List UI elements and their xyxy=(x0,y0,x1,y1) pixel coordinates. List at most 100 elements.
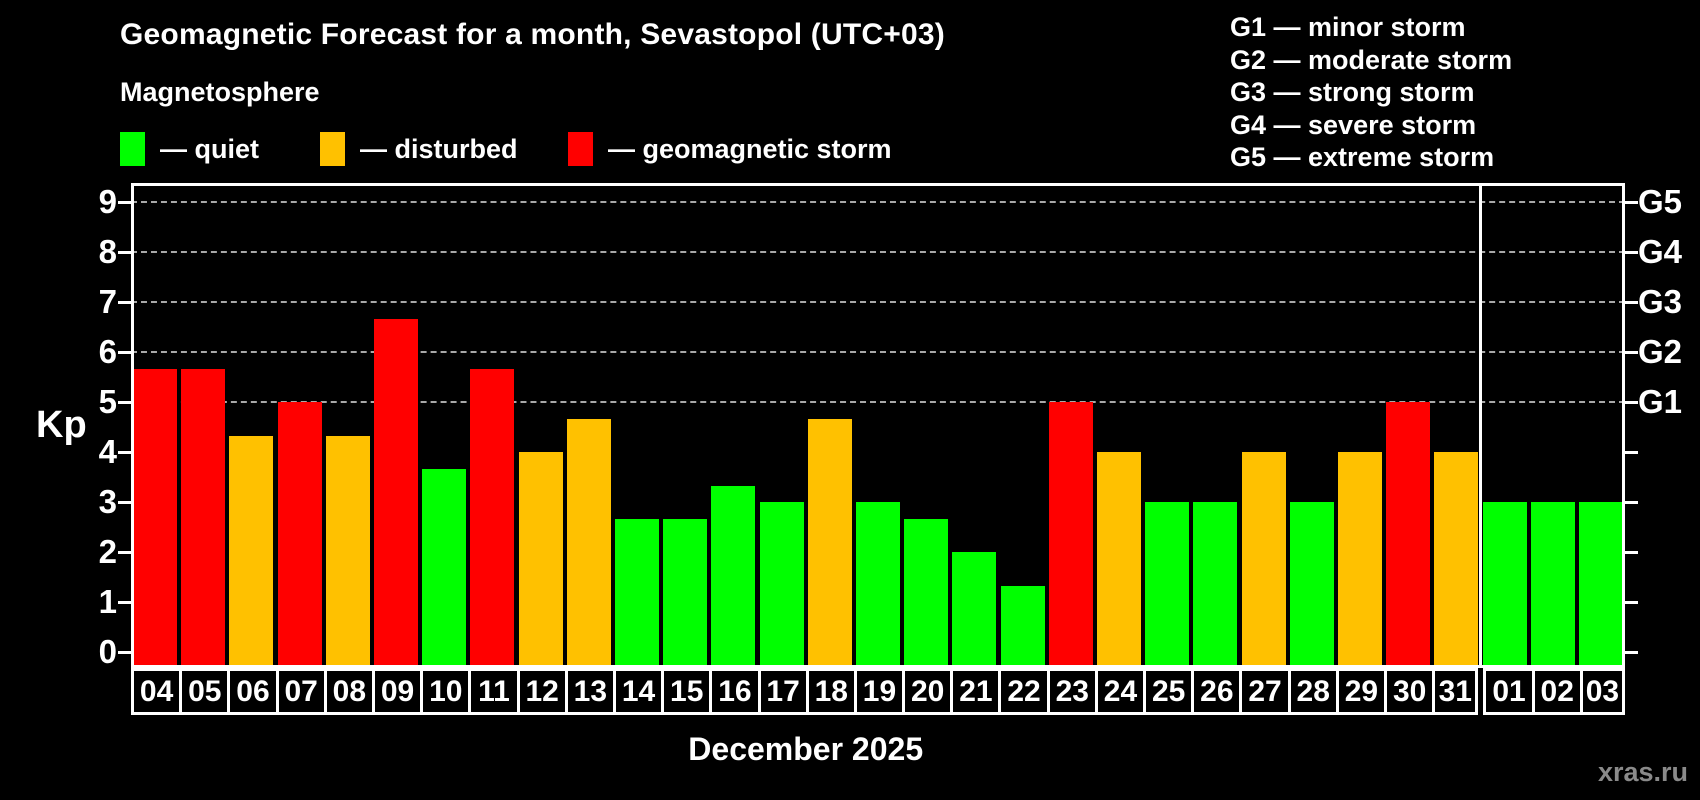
kp-bar-day-24 xyxy=(1096,452,1141,668)
magnetosphere-label: Magnetosphere xyxy=(120,77,320,107)
day-label-cell-08: 08 xyxy=(323,668,375,715)
y-axis-tick-right-5 xyxy=(1625,400,1638,404)
y-axis-tick-right-1 xyxy=(1625,600,1638,604)
kp-bar-day-18 xyxy=(807,418,852,668)
y-axis-label-0: 0 xyxy=(98,633,117,670)
y-axis-tick-left-9 xyxy=(118,200,131,204)
day-label-cell-17: 17 xyxy=(757,668,809,715)
gridline-kp8 xyxy=(131,251,1625,253)
kp-bar-day-05 xyxy=(181,368,226,668)
kp-bar-day-25 xyxy=(1145,502,1190,668)
disturbed-label: — disturbed xyxy=(360,133,518,164)
kp-bar-day-15 xyxy=(663,518,708,668)
kp-bar-day-01 xyxy=(1482,502,1527,668)
kp-bar-day-26 xyxy=(1193,502,1238,668)
y-axis-tick-left-2 xyxy=(118,550,131,554)
month-label: December 2025 xyxy=(688,731,924,767)
y-axis-tick-right-3 xyxy=(1625,500,1638,504)
y-axis-tick-left-7 xyxy=(118,300,131,304)
y-axis-label-7: 7 xyxy=(98,283,117,320)
day-label-cell-30: 30 xyxy=(1384,668,1436,715)
day-label-cell-18: 18 xyxy=(805,668,857,715)
kp-bar-day-13 xyxy=(566,418,611,668)
y-axis-tick-left-1 xyxy=(118,600,131,604)
y-axis-tick-left-3 xyxy=(118,500,131,504)
kp-bar-day-08 xyxy=(325,435,370,668)
y-axis-label-1: 1 xyxy=(98,583,117,620)
kp-bar-day-23 xyxy=(1048,402,1093,668)
g2-legend-line: G2 — moderate storm xyxy=(1230,44,1513,75)
y-axis-tick-right-4 xyxy=(1625,450,1638,454)
day-label-cell-24: 24 xyxy=(1094,668,1147,715)
day-label-cell-05: 05 xyxy=(179,668,231,715)
y-axis-tick-left-8 xyxy=(118,250,131,254)
y-axis-tick-right-6 xyxy=(1625,350,1638,354)
legend-item-disturbed: — disturbed xyxy=(320,131,518,167)
gridline-kp7 xyxy=(131,301,1625,303)
plot-area xyxy=(118,183,1638,668)
g4-legend-line: G4 — severe storm xyxy=(1230,109,1477,140)
y-axis-tick-right-2 xyxy=(1625,550,1638,554)
y-axis-label-9: 9 xyxy=(98,183,117,220)
g3-legend-line: G3 — strong storm xyxy=(1230,77,1475,107)
y-axis-title: Kp xyxy=(36,404,87,446)
quiet-label: — quiet xyxy=(160,133,259,164)
kp-bar-day-21 xyxy=(952,552,997,668)
kp-bar-day-17 xyxy=(759,502,804,668)
day-label-cell-01: 01 xyxy=(1483,668,1535,715)
month-separator-line xyxy=(1478,183,1482,668)
day-label-cell-11: 11 xyxy=(468,668,520,715)
y-axis-label-6: 6 xyxy=(98,333,117,370)
day-label-cell-27: 27 xyxy=(1239,668,1291,715)
right-axis-label-g4: G4 xyxy=(1638,233,1683,270)
right-axis-label-g5: G5 xyxy=(1638,183,1683,220)
kp-bar-day-29 xyxy=(1337,452,1382,668)
day-label-cell-02: 02 xyxy=(1531,668,1583,715)
kp-bar-day-27 xyxy=(1241,452,1286,668)
storm-swatch-icon xyxy=(568,132,593,166)
kp-bar-day-28 xyxy=(1289,502,1334,668)
day-label-cell-28: 28 xyxy=(1287,668,1339,715)
day-label-cell-12: 12 xyxy=(516,668,568,715)
watermark: xras.ru xyxy=(1597,757,1688,787)
kp-bar-day-10 xyxy=(422,468,467,668)
x-axis-day-labels: 04 05 06 07 08 09 10 11 12 13 14 15 16 17 18 19 20 21 22 23… xyxy=(131,668,1625,715)
day-label-cell-13: 13 xyxy=(564,668,616,715)
day-label-cell-22: 22 xyxy=(998,668,1050,715)
right-axis-label-g2: G2 xyxy=(1638,333,1683,370)
kp-bar-day-30 xyxy=(1386,402,1431,668)
y-axis-label-5: 5 xyxy=(98,383,117,420)
kp-bar-day-20 xyxy=(904,518,949,668)
y-axis-tick-left-0 xyxy=(118,650,131,654)
day-label-cell-19: 19 xyxy=(853,668,906,715)
day-label-cell-07: 07 xyxy=(275,668,327,715)
y-axis-tick-right-0 xyxy=(1625,650,1638,654)
disturbed-swatch-icon xyxy=(320,132,345,166)
y-axis-tick-left-6 xyxy=(118,350,131,354)
y-axis-tick-right-9 xyxy=(1625,200,1638,204)
kp-bar-day-06 xyxy=(229,435,274,668)
day-label-cell-14: 14 xyxy=(612,668,665,715)
y-axis-tick-left-5 xyxy=(118,400,131,404)
legend-item-storm: — geomagnetic storm xyxy=(568,131,892,167)
y-axis-label-8: 8 xyxy=(98,233,117,270)
kp-bar-day-02 xyxy=(1530,502,1575,668)
g-scale-legend: G1 — minor storm G2 — moderate storm G3 … xyxy=(1230,11,1512,174)
y-axis-tick-right-7 xyxy=(1625,300,1638,304)
day-label-cell-31: 31 xyxy=(1432,668,1479,715)
y-axis-label-3: 3 xyxy=(98,483,117,520)
day-label-cell-25: 25 xyxy=(1143,668,1195,715)
gridline-kp5 xyxy=(131,401,1625,403)
quiet-swatch-icon xyxy=(120,132,145,166)
kp-bar-day-11 xyxy=(470,368,515,668)
g1-legend-line: G1 — minor storm xyxy=(1230,12,1466,42)
page-title: Geomagnetic Forecast for a month, Sevast… xyxy=(120,18,945,51)
kp-bar-day-31 xyxy=(1434,452,1479,668)
day-label-cell-21: 21 xyxy=(950,668,1002,715)
y-axis-label-2: 2 xyxy=(98,533,117,570)
kp-bar-day-19 xyxy=(856,502,900,668)
right-axis-label-g3: G3 xyxy=(1638,283,1683,320)
kp-bar-day-07 xyxy=(277,402,322,668)
kp-bar-day-16 xyxy=(711,485,756,668)
